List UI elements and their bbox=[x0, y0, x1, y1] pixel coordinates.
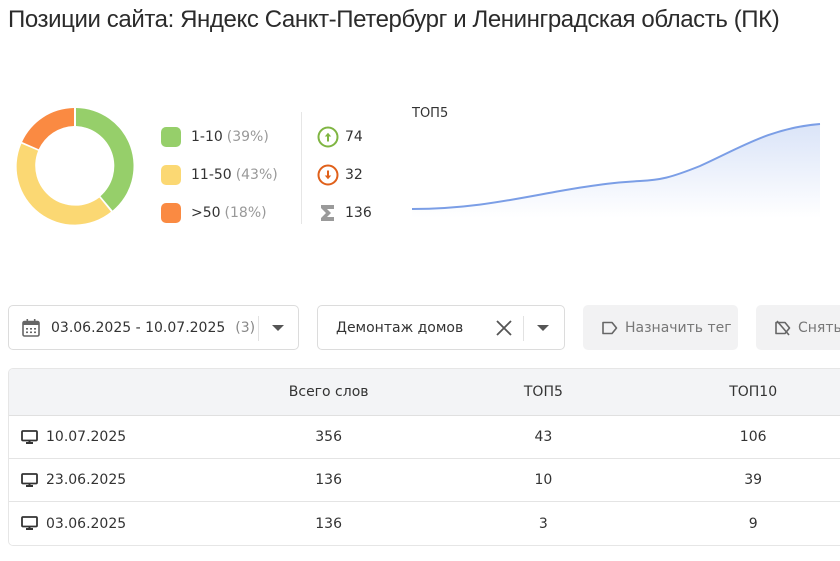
chevron-down-icon[interactable] bbox=[272, 325, 284, 331]
positions-table: Всего слов ТОП5 ТОП10 10.07.2025 356 43 … bbox=[8, 368, 840, 546]
stat-total-value: 136 bbox=[345, 205, 372, 221]
tag-off-icon bbox=[774, 319, 792, 336]
top5-cell: 3 bbox=[538, 515, 548, 532]
row-date: 03.06.2025 bbox=[46, 515, 127, 532]
stat-down: 32 bbox=[317, 156, 372, 194]
legend-percent: (39%) bbox=[226, 129, 269, 145]
column-header-total-words[interactable]: Всего слов bbox=[288, 384, 369, 400]
table-row[interactable]: 10.07.2025 356 43 106 bbox=[9, 416, 840, 459]
stat-down-value: 32 bbox=[345, 167, 363, 183]
calendar-icon bbox=[21, 318, 41, 338]
arrow-up-circle-icon bbox=[317, 126, 339, 148]
stat-up: 74 bbox=[317, 118, 372, 156]
row-date: 10.07.2025 bbox=[46, 429, 127, 445]
table-header: Всего слов ТОП5 ТОП10 bbox=[9, 369, 840, 416]
legend-item-11-50[interactable]: 11-50 (43%) bbox=[161, 156, 278, 194]
position-change-stats: 74 32 136 bbox=[317, 118, 372, 232]
clear-icon[interactable] bbox=[494, 318, 514, 338]
sigma-icon bbox=[317, 202, 339, 224]
tag-filter-select[interactable]: Демонтаж домов bbox=[317, 305, 565, 350]
date-cell: 10.07.2025 bbox=[9, 429, 209, 445]
stat-total: 136 bbox=[317, 194, 372, 232]
separator bbox=[258, 316, 259, 341]
stat-up-value: 74 bbox=[345, 129, 363, 145]
assign-tag-label: Назначить тег bbox=[625, 319, 732, 336]
page-title: Позиции сайта: Яндекс Санкт-Петербург и … bbox=[8, 6, 780, 33]
remove-tag-label: Снять bbox=[798, 319, 840, 336]
column-header-top5[interactable]: ТОП5 bbox=[523, 384, 563, 400]
desktop-monitor-icon bbox=[21, 516, 38, 531]
date-cell: 03.06.2025 bbox=[9, 516, 209, 532]
tag-icon bbox=[601, 320, 619, 336]
legend-swatch-orange bbox=[161, 203, 181, 223]
top5-cell: 10 bbox=[534, 472, 553, 488]
legend-percent: (18%) bbox=[224, 205, 267, 221]
donut-legend: 1-10 (39%) 11-50 (43%) >50 (18%) bbox=[161, 118, 278, 232]
vertical-divider bbox=[301, 112, 302, 224]
total-words-cell: 136 bbox=[315, 472, 342, 488]
column-header-top10[interactable]: ТОП10 bbox=[729, 384, 778, 400]
assign-tag-button[interactable]: Назначить тег bbox=[583, 305, 738, 350]
top10-cell: 106 bbox=[739, 429, 767, 445]
legend-item-gt50[interactable]: >50 (18%) bbox=[161, 194, 278, 232]
desktop-monitor-icon bbox=[21, 429, 38, 445]
chevron-down-icon[interactable] bbox=[537, 325, 549, 331]
donut-segment-11-50[interactable] bbox=[16, 143, 112, 225]
row-date: 23.06.2025 bbox=[46, 472, 127, 488]
filters-toolbar: 03.06.2025 - 10.07.2025 (3) Демонтаж дом… bbox=[8, 305, 840, 350]
legend-swatch-yellow bbox=[161, 165, 181, 185]
table-row[interactable]: 23.06.2025 136 10 39 bbox=[9, 459, 840, 502]
remove-tag-button[interactable]: Снять bbox=[756, 305, 840, 350]
distribution-donut-chart bbox=[16, 108, 134, 225]
top10-cell: 9 bbox=[748, 515, 758, 532]
total-words-cell: 356 bbox=[315, 429, 342, 445]
tag-filter-value: Демонтаж домов bbox=[336, 319, 464, 336]
top5-cell: 43 bbox=[534, 429, 553, 445]
top5-sparkline-chart bbox=[411, 123, 821, 218]
date-count: (3) bbox=[235, 319, 256, 336]
desktop-monitor-icon bbox=[21, 472, 38, 488]
date-cell: 23.06.2025 bbox=[9, 472, 209, 488]
legend-label: 1-10 bbox=[191, 129, 223, 145]
legend-label: 11-50 bbox=[191, 167, 232, 183]
legend-label: >50 bbox=[191, 205, 221, 221]
sparkline-title: ТОП5 bbox=[412, 106, 449, 121]
date-range-picker[interactable]: 03.06.2025 - 10.07.2025 (3) bbox=[8, 305, 299, 350]
legend-item-1-10[interactable]: 1-10 (39%) bbox=[161, 118, 278, 156]
donut-segment-gt50[interactable] bbox=[22, 108, 74, 150]
legend-percent: (43%) bbox=[235, 167, 278, 183]
table-row[interactable]: 03.06.2025 136 3 9 bbox=[9, 502, 840, 545]
top10-cell: 39 bbox=[744, 472, 763, 488]
total-words-cell: 136 bbox=[315, 515, 342, 532]
legend-swatch-green bbox=[161, 127, 181, 147]
donut-segment-1-10[interactable] bbox=[76, 108, 134, 211]
arrow-down-circle-icon bbox=[317, 164, 339, 186]
date-range-value: 03.06.2025 - 10.07.2025 bbox=[51, 319, 226, 336]
separator bbox=[523, 316, 524, 341]
